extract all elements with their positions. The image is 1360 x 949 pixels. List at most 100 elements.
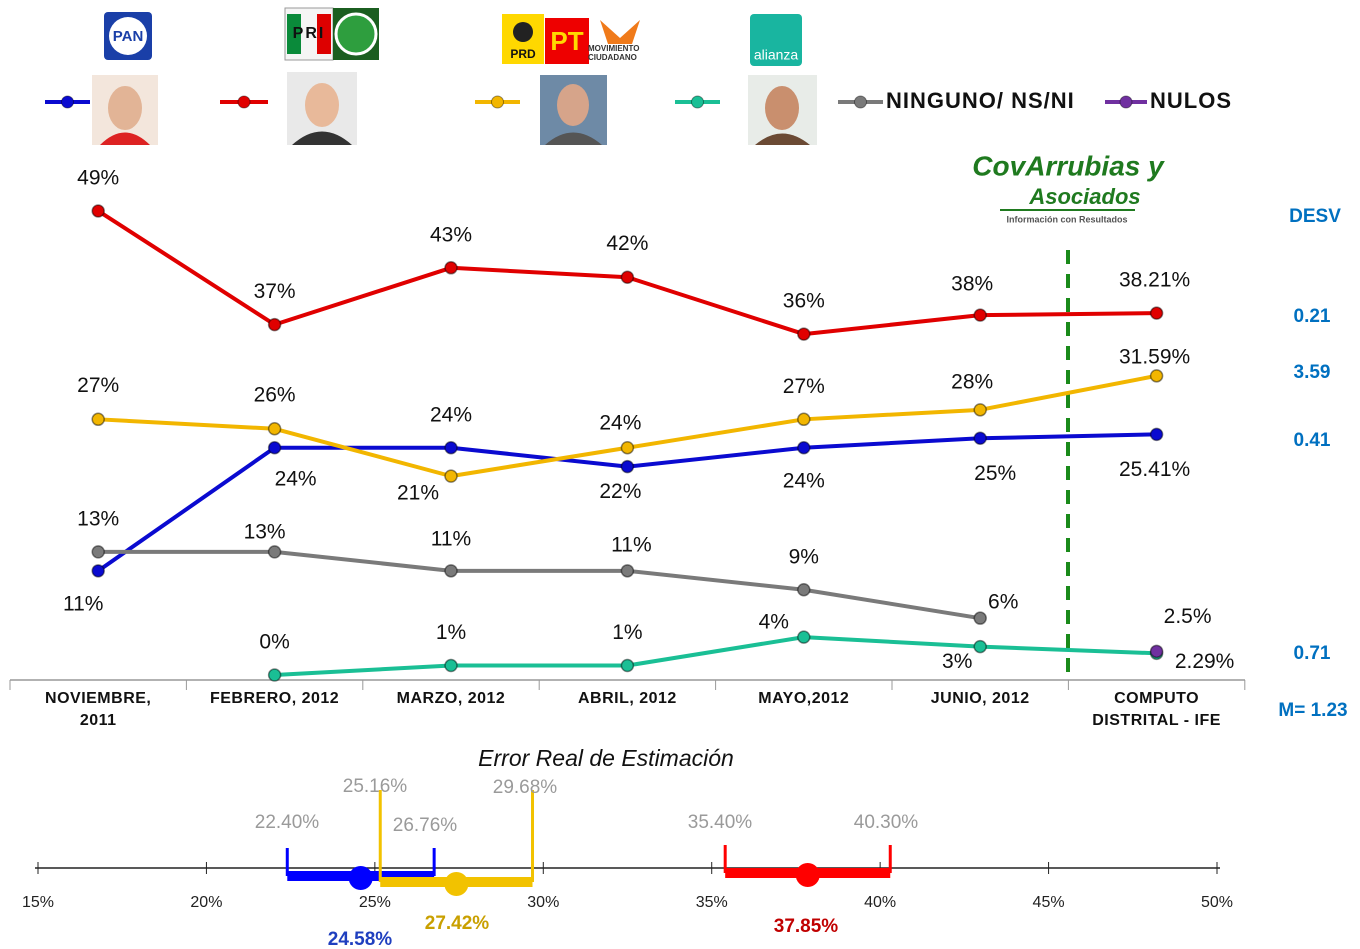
- point: [798, 442, 810, 454]
- value-label: 38.21%: [1119, 269, 1190, 292]
- estimate-label: 27.42%: [425, 913, 490, 934]
- point: [974, 404, 986, 416]
- value-label: 3%: [942, 650, 972, 673]
- x-tick-label: ABRIL, 2012: [539, 688, 715, 710]
- range-high-label: 40.30%: [854, 812, 919, 833]
- brand: CovArrubias y Asociados Información con …: [972, 150, 1165, 224]
- x-tick-label: 45%: [1033, 894, 1065, 911]
- logos: PAN PRI PRD PT MOVIMIENTO CIUDADANO alia…: [104, 8, 802, 68]
- logo-text: PRI: [293, 25, 326, 42]
- x-tick-label: 20%: [190, 894, 222, 911]
- mc-box: MOVIMIENTO CIUDADANO: [588, 44, 654, 68]
- point: [621, 442, 633, 454]
- value-label: 4%: [759, 611, 789, 634]
- point: [269, 319, 281, 331]
- logo-text: PT: [550, 26, 583, 56]
- point: [621, 461, 633, 473]
- point: [445, 565, 457, 577]
- point: [445, 442, 457, 454]
- pvem-circle: [336, 14, 376, 54]
- desv-value: 0.21: [1294, 306, 1331, 327]
- face: [765, 86, 799, 130]
- series-line: [275, 637, 1157, 675]
- estimate-dot: [349, 866, 373, 890]
- face: [557, 84, 589, 126]
- point: [621, 660, 633, 672]
- point: [621, 271, 633, 283]
- point: [798, 631, 810, 643]
- x-tick-box: MARZO, 2012: [363, 688, 539, 738]
- value-label: 2.5%: [1164, 605, 1212, 628]
- value-label: 21%: [397, 482, 439, 505]
- value-label: 24%: [783, 469, 825, 492]
- mc-eagle: [600, 20, 640, 44]
- value-label: 25.41%: [1119, 458, 1190, 481]
- desv-mean: M= 1.23: [1278, 700, 1347, 721]
- x-tick-label: 40%: [864, 894, 896, 911]
- point: [798, 584, 810, 596]
- legend-marker: [492, 96, 504, 108]
- prd-sun: [513, 22, 533, 42]
- value-label: 13%: [244, 520, 286, 543]
- point: [92, 413, 104, 425]
- face: [108, 86, 142, 130]
- legend-label: NULOS: [1150, 88, 1232, 113]
- x-tick-box: COMPUTO DISTRITAL - IFE: [1074, 688, 1239, 738]
- value-label: 11%: [63, 592, 103, 615]
- series-line: [98, 552, 980, 618]
- value-label: 11%: [431, 527, 471, 550]
- range-low-label: 22.40%: [255, 812, 320, 833]
- value-label: 49%: [77, 167, 119, 190]
- value-label: 37%: [254, 280, 296, 303]
- value-label: 1%: [436, 621, 466, 644]
- estimate-label: 37.85%: [774, 916, 839, 937]
- value-label: 31.59%: [1119, 345, 1190, 368]
- point: [974, 612, 986, 624]
- x-tick-label: 35%: [696, 894, 728, 911]
- value-label: 0%: [259, 631, 289, 654]
- value-label: 25%: [974, 462, 1016, 485]
- x-tick-label: COMPUTO DISTRITAL - IFE: [1074, 688, 1239, 732]
- desv-title: DESV: [1289, 206, 1341, 227]
- value-label: 36%: [783, 290, 825, 313]
- point: [1151, 428, 1163, 440]
- logo-text: alianza: [754, 47, 799, 63]
- range-low-label: 25.16%: [343, 776, 408, 797]
- value-label: 38%: [951, 273, 993, 296]
- x-tick-label: MAYO,2012: [716, 688, 892, 710]
- range-high-label: 29.68%: [493, 777, 558, 798]
- x-tick-box: JUNIO, 2012: [892, 688, 1068, 738]
- range-title: Error Real de Estimación: [478, 745, 734, 771]
- legend-marker: [62, 96, 74, 108]
- estimate-label: 24.58%: [328, 929, 393, 949]
- value-label: 24%: [275, 467, 317, 490]
- logo-text: PRD: [510, 47, 536, 61]
- value-label: 43%: [430, 223, 472, 246]
- point: [1151, 370, 1163, 382]
- value-label: 22%: [599, 480, 641, 503]
- x-tick-label: 50%: [1201, 894, 1233, 911]
- point: [269, 546, 281, 558]
- point: [269, 423, 281, 435]
- desv-value: 0.41: [1294, 430, 1331, 451]
- value-label: 1%: [612, 621, 642, 644]
- legend-marker: [238, 96, 250, 108]
- value-label: 42%: [606, 232, 648, 255]
- x-tick-label: MARZO, 2012: [363, 688, 539, 710]
- value-label: 24%: [430, 403, 472, 426]
- legend-marker: [1120, 96, 1132, 108]
- deviation: DESV 0.21 3.59 0.41 0.71 M= 1.23: [1278, 206, 1347, 721]
- x-tick-label: FEBRERO, 2012: [187, 688, 363, 710]
- value-label: 27%: [783, 375, 825, 398]
- photos: [92, 72, 817, 145]
- desv-value: 3.59: [1294, 362, 1331, 383]
- value-label: 26%: [254, 383, 296, 406]
- brand-name: Asociados: [1028, 184, 1140, 209]
- x-tick-label: 15%: [22, 894, 54, 911]
- point: [92, 565, 104, 577]
- point: [974, 432, 986, 444]
- x-tick-box: MAYO,2012: [716, 688, 892, 738]
- point: [798, 328, 810, 340]
- value-label: 27%: [77, 374, 119, 397]
- point: [445, 262, 457, 274]
